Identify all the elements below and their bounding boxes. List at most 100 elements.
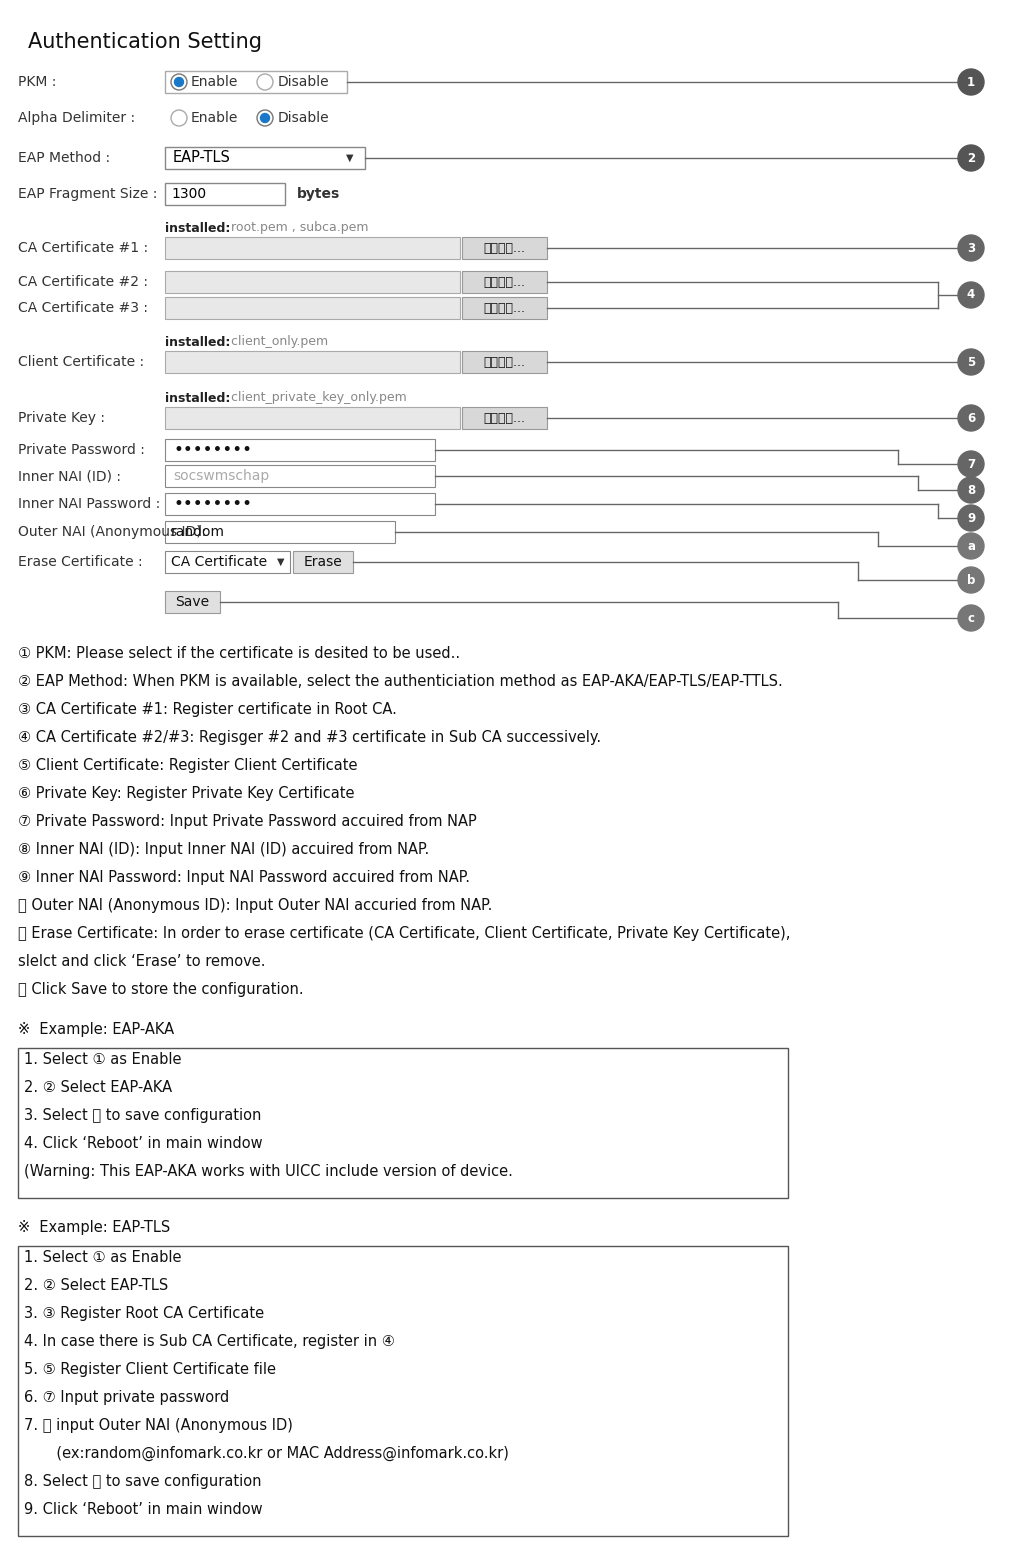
Text: 2: 2 — [967, 151, 975, 165]
Bar — [165, 591, 220, 614]
Circle shape — [257, 74, 274, 89]
Text: 8: 8 — [967, 484, 975, 497]
Text: 찾아보기...: 찾아보기... — [483, 356, 525, 369]
Text: EAP Fragment Size :: EAP Fragment Size : — [18, 187, 157, 200]
Text: EAP Method :: EAP Method : — [18, 151, 110, 165]
Text: ⓐ Outer NAI (Anonymous ID): Input Outer NAI accuried from NAP.: ⓐ Outer NAI (Anonymous ID): Input Outer … — [18, 897, 492, 913]
Bar — [165, 237, 460, 259]
Circle shape — [958, 69, 984, 96]
Circle shape — [958, 348, 984, 375]
Text: 찾아보기...: 찾아보기... — [483, 242, 525, 254]
Bar — [165, 550, 290, 574]
Text: Disable: Disable — [278, 76, 329, 89]
Circle shape — [958, 604, 984, 631]
Text: random: random — [171, 524, 225, 540]
Text: socswmschap: socswmschap — [173, 469, 269, 483]
Text: ⑦ Private Password: Input Private Password accuired from NAP: ⑦ Private Password: Input Private Passwo… — [18, 814, 477, 830]
Text: client_only.pem: client_only.pem — [227, 336, 328, 348]
Text: 2. ② Select EAP-AKA: 2. ② Select EAP-AKA — [24, 1079, 172, 1095]
Text: 찾아보기...: 찾아보기... — [483, 276, 525, 288]
Bar — [165, 183, 285, 205]
Text: 1. Select ① as Enable: 1. Select ① as Enable — [24, 1251, 181, 1264]
Bar — [18, 1049, 788, 1198]
Bar — [165, 271, 460, 293]
Text: Disable: Disable — [278, 111, 329, 125]
Text: 찾아보기...: 찾아보기... — [483, 412, 525, 424]
Text: 9: 9 — [967, 512, 975, 524]
Text: 찾아보기...: 찾아보기... — [483, 302, 525, 315]
Text: 8. Select ⓒ to save configuration: 8. Select ⓒ to save configuration — [24, 1474, 261, 1490]
Text: ① PKM: Please select if the certificate is desited to be used..: ① PKM: Please select if the certificate … — [18, 646, 460, 662]
Text: slelct and click ‘Erase’ to remove.: slelct and click ‘Erase’ to remove. — [18, 954, 265, 968]
Text: 4: 4 — [967, 288, 975, 302]
Text: 3: 3 — [967, 242, 975, 254]
Text: ④ CA Certificate #2/#3: Regisger #2 and #3 certificate in Sub CA successively.: ④ CA Certificate #2/#3: Regisger #2 and … — [18, 729, 601, 745]
Text: (Warning: This EAP-AKA works with UICC include version of device.: (Warning: This EAP-AKA works with UICC i… — [24, 1164, 513, 1180]
Text: b: b — [967, 574, 975, 586]
Circle shape — [958, 450, 984, 476]
Text: Outer NAI (Anonymous ID):: Outer NAI (Anonymous ID): — [18, 524, 206, 540]
Bar — [462, 352, 547, 373]
Text: PKM :: PKM : — [18, 76, 56, 89]
Text: CA Certificate #1 :: CA Certificate #1 : — [18, 241, 148, 254]
Text: Enable: Enable — [191, 76, 238, 89]
Bar — [165, 146, 365, 170]
Text: installed:: installed: — [165, 336, 230, 348]
Text: 3. Select ⓒ to save configuration: 3. Select ⓒ to save configuration — [24, 1109, 261, 1123]
Bar — [165, 466, 435, 487]
Text: Authentication Setting: Authentication Setting — [28, 32, 262, 52]
Text: bytes: bytes — [297, 187, 340, 200]
Text: Private Key :: Private Key : — [18, 412, 105, 426]
Bar — [165, 493, 435, 515]
Text: 5: 5 — [967, 356, 975, 369]
Bar — [462, 237, 547, 259]
Text: Enable: Enable — [191, 111, 238, 125]
Circle shape — [174, 77, 183, 86]
Text: Erase Certificate :: Erase Certificate : — [18, 555, 143, 569]
Text: CA Certificate #3 :: CA Certificate #3 : — [18, 301, 148, 315]
Text: a: a — [967, 540, 975, 552]
Circle shape — [171, 109, 188, 126]
Text: ▼: ▼ — [278, 557, 285, 567]
Text: ※  Example: EAP-TLS: ※ Example: EAP-TLS — [18, 1220, 170, 1235]
Text: Inner NAI Password :: Inner NAI Password : — [18, 497, 161, 510]
Text: EAP-TLS: EAP-TLS — [173, 151, 231, 165]
Bar — [462, 407, 547, 429]
Circle shape — [260, 114, 269, 122]
Circle shape — [171, 74, 188, 89]
Text: ⑨ Inner NAI Password: Input NAI Password accuired from NAP.: ⑨ Inner NAI Password: Input NAI Password… — [18, 870, 470, 885]
Text: CA Certificate: CA Certificate — [171, 555, 267, 569]
Bar — [293, 550, 353, 574]
Circle shape — [958, 504, 984, 530]
Text: ※  Example: EAP-AKA: ※ Example: EAP-AKA — [18, 1022, 174, 1038]
Text: ⑤ Client Certificate: Register Client Certificate: ⑤ Client Certificate: Register Client Ce… — [18, 759, 357, 773]
Text: ③ CA Certificate #1: Register certificate in Root CA.: ③ CA Certificate #1: Register certificat… — [18, 702, 397, 717]
Text: 1. Select ① as Enable: 1. Select ① as Enable — [24, 1052, 181, 1067]
Bar — [18, 1246, 788, 1536]
Text: 6: 6 — [967, 412, 975, 424]
Text: Client Certificate :: Client Certificate : — [18, 355, 144, 369]
Bar — [165, 71, 347, 93]
Text: ⑥ Private Key: Register Private Key Certificate: ⑥ Private Key: Register Private Key Cert… — [18, 786, 354, 800]
Text: ▼: ▼ — [346, 153, 353, 163]
Text: 2. ② Select EAP-TLS: 2. ② Select EAP-TLS — [24, 1278, 168, 1294]
Text: c: c — [968, 612, 975, 625]
Text: ••••••••: •••••••• — [173, 441, 252, 460]
Text: 4. In case there is Sub CA Certificate, register in ④: 4. In case there is Sub CA Certificate, … — [24, 1334, 395, 1349]
Circle shape — [257, 109, 274, 126]
Bar — [462, 298, 547, 319]
Text: 3. ③ Register Root CA Certificate: 3. ③ Register Root CA Certificate — [24, 1306, 264, 1321]
Circle shape — [958, 406, 984, 432]
Text: root.pem , subca.pem: root.pem , subca.pem — [227, 222, 369, 234]
Circle shape — [958, 476, 984, 503]
Text: ⓑ Erase Certificate: In order to erase certificate (CA Certificate, Client Certi: ⓑ Erase Certificate: In order to erase c… — [18, 927, 790, 941]
Bar — [165, 521, 395, 543]
Text: (ex:random@infomark.co.kr or MAC Address@infomark.co.kr): (ex:random@infomark.co.kr or MAC Address… — [24, 1446, 509, 1462]
Bar — [165, 439, 435, 461]
Bar — [165, 352, 460, 373]
Text: 5. ⑤ Register Client Certificate file: 5. ⑤ Register Client Certificate file — [24, 1362, 276, 1377]
Text: ⑧ Inner NAI (ID): Input Inner NAI (ID) accuired from NAP.: ⑧ Inner NAI (ID): Input Inner NAI (ID) a… — [18, 842, 429, 857]
Text: ⓒ Click Save to store the configuration.: ⓒ Click Save to store the configuration. — [18, 982, 304, 998]
Text: installed:: installed: — [165, 392, 230, 404]
Bar — [462, 271, 547, 293]
